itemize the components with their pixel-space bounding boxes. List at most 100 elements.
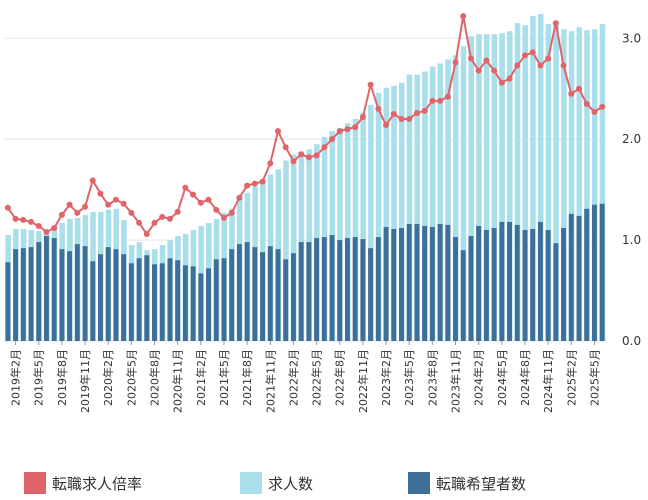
seekers-bar <box>383 226 389 341</box>
seekers-bar <box>468 236 474 341</box>
x-tick-label: 2022年5月 <box>310 349 324 406</box>
seekers-bar <box>375 237 381 341</box>
seekers-bar <box>98 254 103 341</box>
seekers-bar <box>530 228 536 341</box>
y-tick-label: 0.0 <box>622 334 641 348</box>
seekers-bar <box>429 226 435 341</box>
x-tick-label: 2021年5月 <box>217 349 231 406</box>
seekers-bar <box>306 242 312 341</box>
legend-swatch <box>408 472 430 494</box>
ratio-point <box>390 110 397 117</box>
ratio-point <box>398 116 405 122</box>
ratio-point <box>367 81 374 88</box>
seekers-bar <box>368 248 374 341</box>
legend-swatch <box>24 472 46 494</box>
seekers-bar <box>399 227 404 341</box>
ratio-point <box>336 128 343 135</box>
openings-bar <box>406 74 413 341</box>
ratio-point <box>290 158 297 165</box>
ratio-point <box>329 136 336 143</box>
seekers-bar <box>206 268 211 341</box>
ratio-point <box>599 103 606 110</box>
x-axis-ticks: 2019年2月 2019年5月 2019年8月 2019年11月 2020年2月 2020… <box>9 341 601 413</box>
openings-bar <box>391 85 397 341</box>
x-tick-label: 2021年8月 <box>240 349 254 406</box>
seekers-bar <box>499 221 505 341</box>
openings-bar <box>414 74 420 341</box>
ratio-point <box>359 113 366 120</box>
ratio-point <box>58 211 65 218</box>
ratio-point <box>452 59 459 66</box>
openings-bar <box>591 29 598 341</box>
x-tick-label: 2020年11月 <box>171 349 185 413</box>
ratio-point <box>383 122 390 129</box>
x-tick-label: 2020年8月 <box>148 349 162 406</box>
seekers-bar <box>90 261 96 341</box>
seekers-bar <box>267 246 273 341</box>
seekers-bar <box>128 263 134 341</box>
x-tick-label: 2022年8月 <box>333 349 347 406</box>
ratio-point <box>521 52 528 59</box>
ratio-point <box>220 214 227 221</box>
ratio-point <box>259 178 266 185</box>
ratio-point <box>197 199 204 206</box>
x-tick-label: 2019年11月 <box>78 349 92 413</box>
x-tick-label: 2021年2月 <box>194 349 208 406</box>
ratio-point <box>35 222 42 229</box>
seekers-bar <box>352 237 358 341</box>
x-tick-label: 2023年11月 <box>449 349 463 413</box>
seekers-bar <box>20 248 26 341</box>
x-tick-label: 2022年11月 <box>356 349 370 413</box>
ratio-point <box>190 191 197 198</box>
ratio-point <box>591 108 598 115</box>
ratio-point <box>313 152 320 159</box>
x-tick-label: 2020年5月 <box>124 349 138 406</box>
seekers-bar <box>252 247 258 341</box>
openings-bar <box>545 24 552 342</box>
ratio-point <box>143 231 150 238</box>
seekers-bar <box>260 252 266 341</box>
openings-bar <box>422 71 428 341</box>
ratio-point <box>236 194 243 201</box>
seekers-bar <box>136 258 142 341</box>
ratio-point <box>244 182 251 189</box>
x-tick-label: 2019年2月 <box>9 349 23 406</box>
seekers-bar <box>599 203 605 341</box>
ratio-point <box>305 154 312 161</box>
seekers-bar <box>329 235 335 341</box>
seekers-bar <box>167 258 173 341</box>
ratio-point <box>159 213 166 220</box>
openings-bar <box>445 59 451 342</box>
seekers-bar <box>422 225 428 341</box>
seekers-bar <box>213 259 219 341</box>
ratio-point <box>483 57 490 64</box>
seekers-bar <box>190 266 196 341</box>
legend-swatch <box>240 472 262 494</box>
openings-bar <box>507 31 513 341</box>
openings-bar <box>537 14 544 342</box>
openings-bar <box>352 119 359 341</box>
ratio-point <box>568 90 575 97</box>
x-tick-label: 2024年5月 <box>495 349 509 406</box>
ratio-point <box>491 67 498 74</box>
seekers-bar <box>221 258 227 341</box>
openings-bar <box>553 25 559 342</box>
x-tick-label: 2024年2月 <box>472 349 486 406</box>
seekers-bar <box>344 238 350 341</box>
ratio-point <box>282 144 289 151</box>
ratio-point <box>89 177 96 184</box>
seekers-bar <box>491 227 497 341</box>
seekers-bar <box>545 230 551 341</box>
ratio-point <box>51 224 58 231</box>
x-tick-label: 2019年5月 <box>32 349 46 406</box>
openings-bar <box>599 24 606 342</box>
openings-bar <box>429 66 436 341</box>
seekers-bar <box>298 242 304 341</box>
openings-bar <box>499 33 505 342</box>
openings-bar <box>337 128 343 341</box>
openings-bar <box>584 30 590 341</box>
ratio-point <box>413 109 420 116</box>
seekers-bar <box>360 239 366 341</box>
ratio-point <box>97 190 104 197</box>
seekers-bar <box>460 250 466 341</box>
